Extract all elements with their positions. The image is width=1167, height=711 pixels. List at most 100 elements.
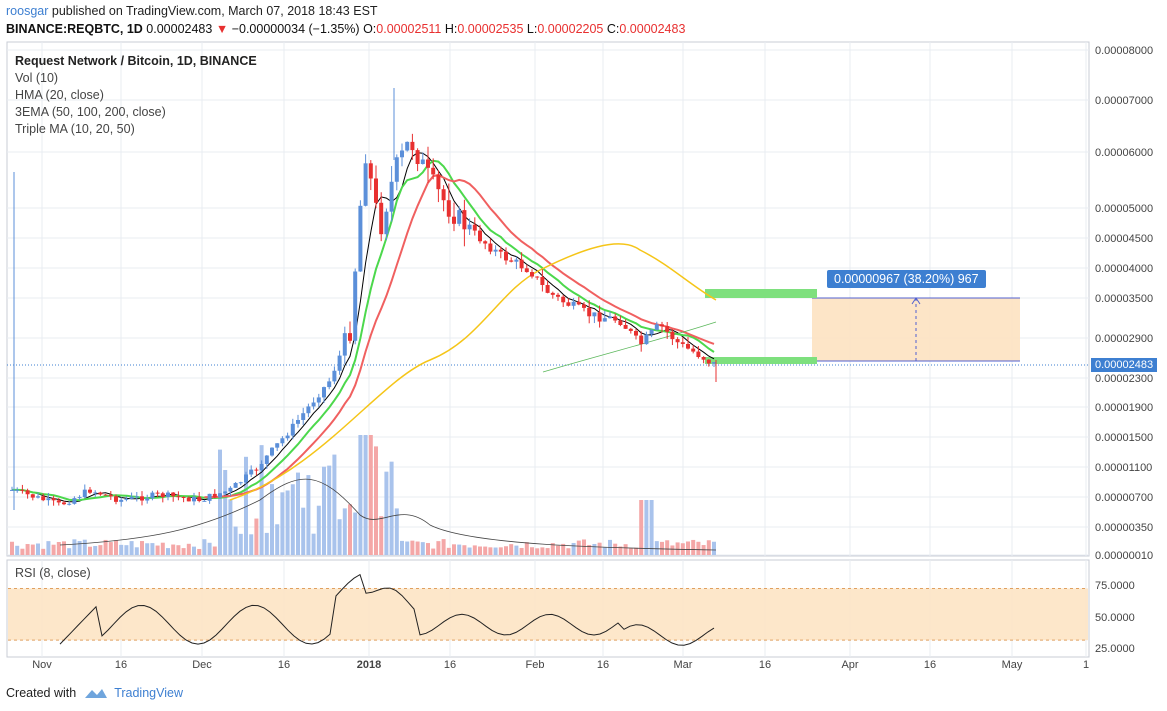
- tradingview-logo-icon[interactable]: [84, 686, 108, 700]
- candle-body: [410, 141, 415, 151]
- candle-body: [691, 348, 696, 352]
- price-tick-label: 0.00008000: [1095, 45, 1153, 57]
- volume-bar: [119, 544, 124, 555]
- volume-bar: [192, 546, 196, 555]
- candle-body: [10, 489, 14, 491]
- candle-body: [316, 397, 321, 403]
- candle-body: [649, 329, 654, 335]
- volume-bar: [582, 539, 586, 555]
- candle-body: [296, 419, 300, 424]
- candle-body: [665, 326, 670, 332]
- legend-item-hma[interactable]: HMA (20, close): [15, 88, 104, 102]
- candle-body: [457, 210, 462, 224]
- volume-bar: [602, 547, 607, 555]
- time-tick-label: 16: [597, 659, 609, 671]
- volume-bar: [306, 475, 311, 555]
- legend-item-3ema[interactable]: 3EMA (50, 100, 200, close): [15, 105, 166, 119]
- tradingview-link[interactable]: TradingView: [114, 686, 183, 700]
- price-axis[interactable]: 0.00008000 0.00007000 0.00006000 0.00005000…: [1095, 45, 1153, 562]
- candle-body: [426, 159, 430, 168]
- price-tick-label: 0.00003500: [1095, 293, 1153, 305]
- volume-bar: [171, 544, 176, 555]
- volume-bar: [576, 540, 581, 555]
- candle-body: [613, 316, 618, 321]
- candle-body: [82, 489, 87, 498]
- volume-bar: [93, 545, 98, 555]
- volume-bar: [72, 539, 77, 555]
- volume-bar: [571, 542, 576, 555]
- candle-body: [472, 224, 477, 231]
- moving-averages: [12, 152, 717, 503]
- candle-body: [597, 312, 602, 322]
- candle-body: [301, 413, 306, 420]
- volume-bar: [218, 449, 222, 555]
- target-zone-top: [705, 289, 817, 298]
- candle-body: [420, 159, 425, 165]
- volume-bar: [675, 542, 680, 555]
- candle-body: [218, 493, 222, 498]
- price-tick-label: 0.00002900: [1095, 333, 1153, 345]
- candle-body: [171, 492, 176, 497]
- volume-bar: [426, 543, 430, 555]
- measure-zone: [705, 289, 1020, 364]
- candle-body: [348, 333, 352, 341]
- volume-bar: [197, 548, 202, 555]
- price-tick-label: 0.00000700: [1095, 492, 1153, 504]
- low-value: 0.00002205: [537, 22, 604, 36]
- time-axis[interactable]: Nov 16 Dec 16 2018 16 Feb 16 Mar 16 Apr 16 May 1: [32, 659, 1089, 671]
- volume-bar: [420, 542, 425, 555]
- price-tick-label: 0.00004000: [1095, 263, 1153, 275]
- last-price: 0.00002483: [146, 22, 213, 36]
- volume-bar: [696, 541, 701, 555]
- time-tick-label: May: [1002, 659, 1023, 671]
- candle-body: [98, 492, 103, 495]
- legend-item-triple-ma[interactable]: Triple MA (10, 20, 50): [15, 122, 135, 136]
- volume-bar: [337, 519, 342, 555]
- volume-bar: [244, 456, 248, 555]
- candle-body: [155, 492, 160, 494]
- publish-line: roosgar published on TradingView.com, Ma…: [6, 4, 378, 18]
- candle-body: [639, 335, 644, 345]
- rsi-line: [59, 573, 715, 646]
- candle-body: [550, 292, 555, 295]
- candle-body: [368, 163, 373, 179]
- symbol[interactable]: BINANCE:REQBTC, 1D: [6, 22, 143, 36]
- author-link[interactable]: roosgar: [6, 4, 49, 18]
- volume-bar: [519, 547, 524, 555]
- candle-body: [212, 493, 217, 498]
- candle-body: [337, 355, 342, 371]
- legend-title[interactable]: Request Network / Bitcoin, 1D, BINANCE: [15, 54, 257, 68]
- candle-body: [452, 216, 456, 224]
- candle-body: [25, 490, 30, 495]
- volume-bar: [540, 547, 545, 555]
- volume-bar: [691, 539, 696, 555]
- volume-bar: [56, 541, 61, 555]
- volume-bar: [332, 454, 337, 555]
- volume-bar: [488, 547, 493, 555]
- measure-label[interactable]: 0.00000967 (38.20%) 967: [827, 270, 986, 288]
- volume-bar: [665, 540, 670, 555]
- volume-bar: [566, 548, 571, 555]
- volume-bar: [270, 484, 274, 555]
- legend-item-volume[interactable]: Vol (10): [15, 71, 59, 85]
- candle-body: [498, 249, 503, 252]
- time-tick-label: 16: [759, 659, 771, 671]
- volume-bar: [254, 518, 259, 555]
- candle-body: [244, 474, 248, 483]
- candles: [10, 88, 717, 510]
- volume-bar: [155, 545, 160, 555]
- candle-body: [103, 494, 108, 496]
- time-tick-label: 16: [115, 659, 127, 671]
- candle-body: [634, 330, 638, 336]
- candle-body: [270, 447, 274, 456]
- volume-bar: [342, 508, 347, 555]
- price-tick-label: 0.00000010: [1095, 550, 1153, 562]
- rsi-legend[interactable]: RSI (8, close): [15, 566, 91, 580]
- candle-body: [129, 496, 134, 499]
- volume-bar: [41, 548, 46, 555]
- time-tick-label: 16: [278, 659, 290, 671]
- volume-bar: [275, 524, 280, 555]
- volume-bar: [358, 435, 363, 555]
- candle-body: [327, 381, 332, 388]
